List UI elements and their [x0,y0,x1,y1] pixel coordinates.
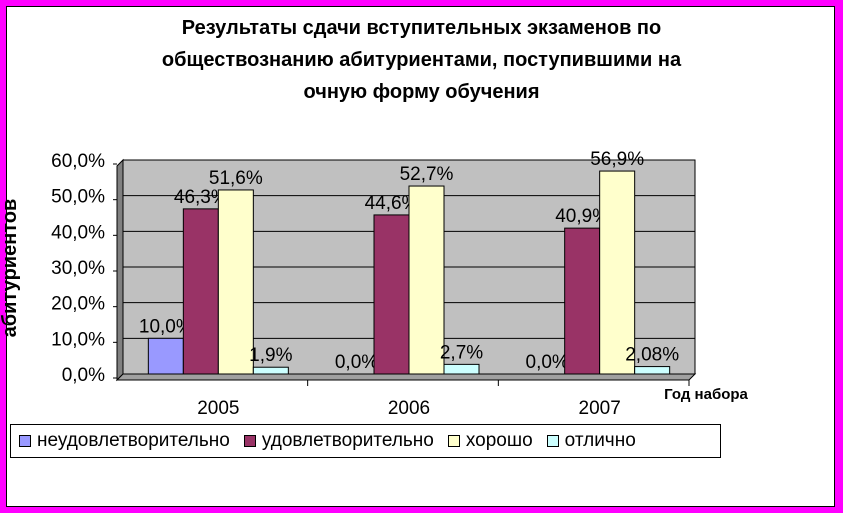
bar [252,366,289,375]
data-label: 10,0% [139,316,193,337]
legend-item: неудовлетворительно [19,430,230,452]
data-label: 52,7% [400,164,454,185]
y-tick-label: 40,0% [51,222,105,243]
legend-label: хорошо [465,430,533,451]
data-label: 56,9% [590,149,644,170]
data-label: 44,6% [365,193,419,214]
legend-swatch [447,435,460,447]
legend: неудовлетворительно удовлетворительно хоро… [10,424,721,458]
y-tick-label: 20,0% [51,294,105,315]
x-tick-label: 2006 [388,398,430,419]
y-tick-label: 10,0% [51,329,105,350]
data-label: 0,0% [335,352,378,373]
chart-title-line-1: Результаты сдачи вступительных экзаменов… [181,17,662,39]
legend-label: удовлетворительно [261,430,434,451]
data-label: 2,7% [440,342,483,363]
bar [443,363,480,375]
data-label: 2,08% [625,345,679,366]
x-axis-label: Год набора [664,386,748,403]
legend-label: неудовлетворительно [37,430,230,451]
chart-title: Результаты сдачи вступительных экзаменов… [0,12,843,108]
y-tick-label: 60,0% [51,151,105,172]
y-tick-label: 50,0% [51,187,105,208]
data-label: 40,9% [555,206,609,227]
chart-title-line-3: очную форму обучения [303,81,540,103]
y-axis-label: абитуриентов [0,199,21,338]
bar [217,189,254,375]
chart-title-line-2: обществознанию абитуриентами, поступивши… [161,49,682,71]
plot-side-wall [116,158,124,382]
data-label: 1,9% [249,345,292,366]
x-tick-label: 2007 [579,398,621,419]
legend-swatch [546,435,559,447]
legend-item: отлично [546,430,636,452]
y-tick-label: 0,0% [62,365,105,386]
bar [147,337,184,375]
bar [634,366,671,375]
bar [373,214,410,375]
legend-item: удовлетворительно [243,430,434,452]
bar [564,227,601,375]
data-label: 46,3% [174,187,228,208]
legend-label: отлично [564,430,636,451]
x-tick-label: 2005 [197,398,239,419]
legend-item: хорошо [447,430,533,452]
bar [599,170,636,375]
legend-swatch [243,435,256,447]
bar [182,208,219,375]
data-label: 51,6% [209,168,263,189]
plot-floor [115,373,697,381]
data-label: 0,0% [526,352,569,373]
bar [408,185,445,375]
legend-swatch [19,435,31,447]
y-tick-label: 30,0% [51,258,105,279]
